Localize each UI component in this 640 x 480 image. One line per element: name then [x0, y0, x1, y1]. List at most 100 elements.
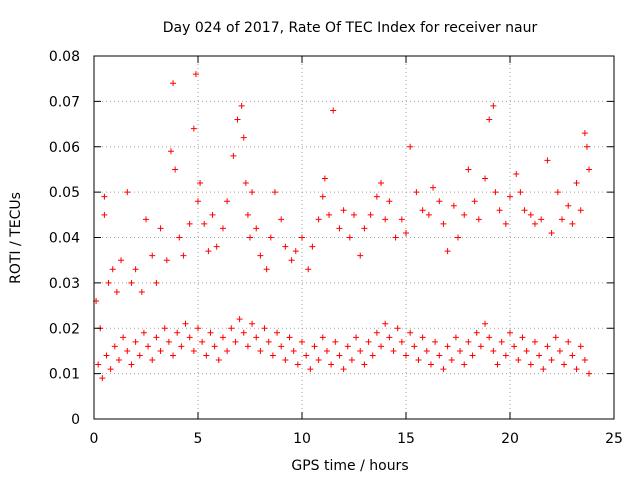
data-point [128, 361, 135, 368]
data-point [292, 248, 299, 255]
data-point [398, 338, 405, 345]
data-point [157, 347, 164, 354]
data-point [436, 198, 443, 205]
y-tick-label: 0 [71, 412, 80, 428]
data-point [195, 198, 201, 205]
data-point [261, 325, 268, 332]
data-point [413, 189, 420, 196]
data-point [353, 334, 360, 341]
data-point [390, 347, 397, 354]
data-point [527, 361, 534, 368]
data-point [192, 71, 199, 78]
data-point [244, 343, 251, 350]
data-point [344, 343, 351, 350]
data-point [124, 347, 131, 354]
data-point [209, 211, 216, 218]
data-point [507, 329, 513, 336]
data-point [303, 352, 310, 359]
data-point [249, 320, 256, 327]
data-point [423, 347, 430, 354]
y-tick-label: 0.08 [49, 49, 80, 65]
data-point [315, 216, 322, 223]
data-point [186, 334, 193, 341]
data-point [282, 243, 289, 250]
y-tick-label: 0.05 [49, 185, 80, 201]
data-point [544, 157, 551, 164]
data-point [554, 189, 561, 196]
data-point [477, 343, 484, 350]
data-point [115, 357, 122, 364]
data-point [105, 279, 112, 286]
data-point [361, 361, 368, 368]
data-point [170, 352, 177, 359]
data-point [253, 225, 260, 232]
data-point [219, 225, 226, 232]
data-point [523, 347, 530, 354]
data-point [494, 361, 501, 368]
data-point [490, 347, 497, 354]
data-point [269, 352, 276, 359]
data-point [565, 202, 572, 209]
x-tick-label: 0 [90, 431, 99, 447]
data-point [211, 343, 218, 350]
data-point [486, 334, 493, 341]
data-point [201, 220, 208, 227]
data-point [99, 375, 106, 382]
data-point [332, 338, 339, 345]
data-point [182, 320, 189, 327]
x-tick-label: 15 [397, 431, 415, 447]
data-point [215, 357, 222, 364]
data-point [482, 320, 489, 327]
data-point [430, 184, 437, 191]
data-point [315, 357, 322, 364]
data-point [172, 166, 179, 173]
data-point [323, 347, 330, 354]
data-point [174, 329, 181, 336]
data-point [407, 329, 414, 336]
data-point [398, 216, 405, 223]
data-point [548, 357, 555, 364]
data-point [149, 252, 156, 259]
data-point [367, 211, 374, 218]
data-point [190, 125, 197, 132]
data-point [392, 234, 399, 241]
x-tick-label: 20 [501, 431, 519, 447]
data-point [111, 343, 118, 350]
data-point [336, 352, 343, 359]
data-point [263, 266, 270, 273]
data-point [583, 143, 590, 150]
data-point [586, 370, 593, 377]
data-point [180, 252, 187, 259]
data-point [444, 343, 451, 350]
data-point [419, 334, 426, 341]
data-point [581, 357, 588, 364]
data-point [407, 143, 414, 150]
data-point [145, 343, 152, 350]
data-point [357, 347, 364, 354]
x-tick-labels: 0 5 10 15 20 25 [90, 431, 623, 447]
data-point [153, 334, 160, 341]
data-point [425, 211, 432, 218]
data-point [448, 357, 455, 364]
data-point [157, 225, 164, 232]
data-point [348, 357, 355, 364]
data-point [219, 334, 226, 341]
x-tick-label: 5 [194, 431, 203, 447]
data-point [224, 198, 231, 205]
data-point [257, 347, 264, 354]
data-point [274, 329, 281, 336]
data-point [242, 180, 249, 187]
y-tick-label: 0.07 [49, 94, 80, 110]
x-tick-label: 10 [293, 431, 311, 447]
data-point [502, 220, 509, 227]
data-point [136, 352, 143, 359]
data-point [465, 166, 472, 173]
data-point [299, 338, 305, 345]
data-point [149, 357, 156, 364]
data-point [531, 338, 538, 345]
y-tick-label: 0.03 [49, 276, 80, 292]
data-point [378, 180, 385, 187]
data-point [444, 248, 451, 255]
data-point [498, 338, 505, 345]
